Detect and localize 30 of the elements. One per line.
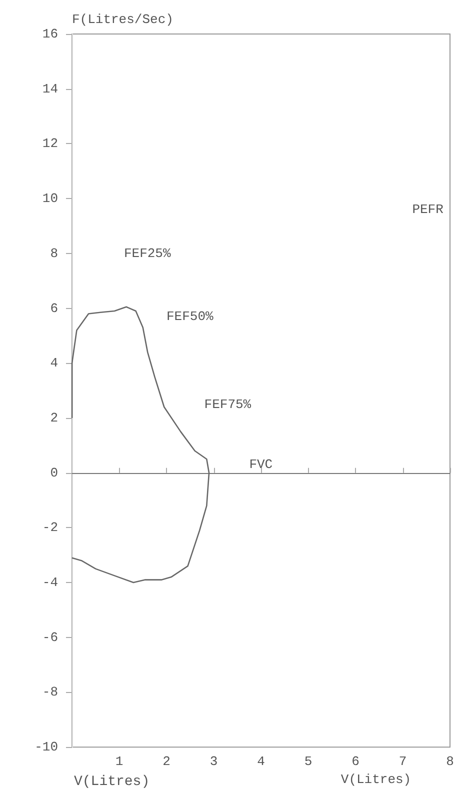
annotation: FVC <box>249 457 273 472</box>
y-tick-label: 8 <box>50 246 58 261</box>
y-tick-label: -2 <box>42 520 58 536</box>
y-tick-label: 16 <box>42 26 58 42</box>
annotation: PEFR <box>412 202 444 218</box>
y-tick-label: 12 <box>42 136 58 152</box>
y-tick-label: 10 <box>42 191 58 206</box>
x-tick-label: 7 <box>398 754 407 770</box>
y-tick-label: 6 <box>50 300 58 316</box>
y-tick-label: -8 <box>42 684 58 700</box>
x-axis-title: V(Litres) <box>340 772 412 787</box>
x-tick-label: 3 <box>210 754 218 770</box>
y-tick-label: 2 <box>50 410 58 426</box>
x-tick-label: 5 <box>304 754 312 770</box>
y-tick-label: -4 <box>42 575 58 590</box>
y-tick-label: -10 <box>34 740 58 755</box>
x-tick-label: 1 <box>115 754 124 770</box>
x-tick-label: 2 <box>162 754 170 770</box>
y-tick-label: 0 <box>50 465 58 480</box>
x-tick-label: 8 <box>446 754 454 770</box>
annotation: FEF25% <box>124 246 171 261</box>
x-tick-label: 4 <box>257 754 266 770</box>
annotation: FEF50% <box>166 308 214 324</box>
text: V(Litres) <box>74 774 150 790</box>
y-axis-title: F(Litres/Sec) <box>72 12 174 27</box>
y-tick-label: -6 <box>42 630 58 645</box>
x-tick-label: 6 <box>352 754 360 770</box>
y-tick-label: 4 <box>50 356 58 371</box>
annotation: FEF75% <box>204 396 252 412</box>
y-tick-label: 14 <box>42 81 58 96</box>
